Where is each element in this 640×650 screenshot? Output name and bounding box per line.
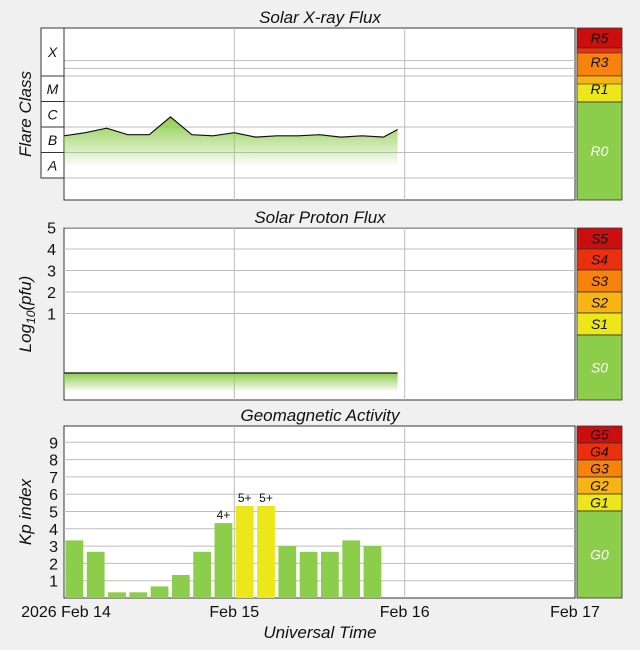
kp-bar-label: 4+ xyxy=(217,508,231,522)
xray-flux-line xyxy=(63,116,398,138)
x-axis-labels: 2026 Feb 14 Feb 15 Feb 16 Feb 17 xyxy=(21,604,600,621)
kp-bar xyxy=(129,592,148,598)
proton-title: Solar Proton Flux xyxy=(254,208,386,227)
scale-label-g0: G0 xyxy=(590,547,609,563)
scale-cell-r4 xyxy=(576,47,623,54)
scale-label-r5: R5 xyxy=(591,30,609,46)
kp-tick-label: 6 xyxy=(49,487,58,504)
x-tick-label: 2026 Feb 14 xyxy=(21,604,111,621)
kp-tick-label: 8 xyxy=(49,453,58,470)
kp-bar xyxy=(108,592,126,598)
proton-tick-label: 1 xyxy=(47,307,56,324)
xray-title: Solar X-ray Flux xyxy=(259,8,381,27)
flare-class-label: X xyxy=(47,44,58,60)
kp-bar-label: 5+ xyxy=(259,491,273,505)
scale-label-g2: G2 xyxy=(590,478,609,494)
scale-label-g5: G5 xyxy=(590,427,609,443)
radio-blackout-scale: R5 R3 R1 R0 xyxy=(576,27,623,201)
proton-tick-label: 2 xyxy=(47,285,56,302)
proton-flux-series xyxy=(64,372,398,391)
scale-label-r1: R1 xyxy=(591,81,609,97)
x-tick-label: Feb 16 xyxy=(380,604,430,621)
scale-label-s5: S5 xyxy=(591,231,608,247)
flare-class-label: B xyxy=(48,132,57,148)
scale-label-s3: S3 xyxy=(591,273,608,289)
kp-bar-label: 5+ xyxy=(238,491,252,505)
scale-cell-r2 xyxy=(576,75,623,85)
scale-label-g1: G1 xyxy=(590,495,609,511)
flare-class-label: C xyxy=(47,106,58,122)
kp-tick-label: 4 xyxy=(49,522,58,539)
proton-ticks: 5 4 3 2 1 xyxy=(47,221,56,324)
scale-label-g4: G4 xyxy=(590,444,609,460)
kp-grid xyxy=(64,426,575,598)
proton-flux-fill xyxy=(64,373,398,391)
scale-cell-r0 xyxy=(576,101,623,201)
kp-bars: 4+ 5+ 5+ xyxy=(65,491,382,598)
kp-tick-label: 1 xyxy=(49,574,58,591)
xray-flux-fill xyxy=(64,116,398,165)
proton-tick-label: 5 xyxy=(47,221,56,238)
scale-label-g3: G3 xyxy=(590,461,609,477)
kp-bar xyxy=(86,551,105,598)
kp-bar xyxy=(150,586,169,598)
scale-label-r0: R0 xyxy=(591,143,609,159)
scale-label-s1: S1 xyxy=(591,316,608,332)
xray-ylabel: Flare Class xyxy=(16,71,35,157)
geomag-title: Geomagnetic Activity xyxy=(240,406,401,425)
scale-label-r3: R3 xyxy=(591,54,609,70)
flare-class-label: M xyxy=(47,81,59,97)
proton-tick-label: 4 xyxy=(47,242,56,259)
x-tick-label: Feb 15 xyxy=(209,604,259,621)
scale-label-s4: S4 xyxy=(591,252,608,268)
scale-label-s2: S2 xyxy=(591,295,608,311)
xray-flux-series xyxy=(63,116,398,165)
flare-class-label: A xyxy=(47,157,57,173)
kp-tick-label: 7 xyxy=(49,470,58,487)
kp-tick-label: 9 xyxy=(49,435,58,452)
proton-ylabel: Log10(pfu) xyxy=(16,276,38,353)
flare-class-box xyxy=(40,27,65,179)
scale-cell-s0 xyxy=(576,334,623,401)
kp-bar xyxy=(342,540,361,598)
scale-label-s0: S0 xyxy=(591,360,608,376)
kp-bar xyxy=(65,540,84,598)
kp-bar xyxy=(257,505,275,598)
kp-bar xyxy=(214,523,233,598)
kp-bar xyxy=(278,546,297,598)
proton-tick-label: 3 xyxy=(47,264,56,281)
radiation-storm-scale: S5 S4 S3 S2 S1 S0 xyxy=(576,227,623,401)
scale-cell-g0 xyxy=(576,510,623,599)
kp-tick-label: 3 xyxy=(49,539,58,556)
kp-bar xyxy=(193,551,212,598)
kp-bar xyxy=(299,551,318,598)
kp-tick-label: 2 xyxy=(49,556,58,573)
x-tick-label: Feb 17 xyxy=(550,604,600,621)
kp-bar xyxy=(171,574,190,598)
kp-tick-label: 5 xyxy=(49,505,58,522)
kp-bar xyxy=(321,551,339,598)
kp-bar xyxy=(363,546,382,598)
kp-bar xyxy=(235,505,254,598)
xray-plot-area xyxy=(63,27,576,201)
geomag-ylabel: Kp index xyxy=(16,478,35,545)
x-axis-title: Universal Time xyxy=(263,623,376,642)
proton-grid xyxy=(64,227,575,400)
